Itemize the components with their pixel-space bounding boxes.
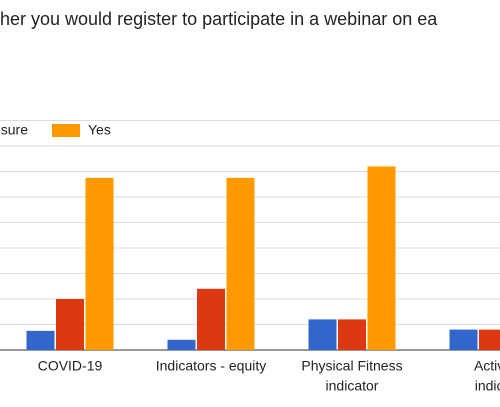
bar: [479, 329, 500, 350]
x-tick-label: Physical Fitness: [301, 358, 402, 374]
bar: [167, 339, 196, 350]
x-tick-label: Active: [474, 358, 500, 374]
x-tick-label: indica: [475, 378, 500, 394]
bar: [56, 299, 84, 350]
legend-swatch: [52, 124, 80, 137]
bar: [197, 288, 225, 350]
x-tick-label: Indicators - equity: [156, 358, 267, 374]
bar: [308, 319, 337, 350]
bar: [449, 329, 478, 350]
bar: [338, 319, 366, 350]
bar: [367, 166, 396, 350]
bar: [226, 177, 255, 350]
x-tick-label: indicator: [326, 378, 379, 394]
bar: [85, 177, 114, 350]
chart-title: her you would register to participate in…: [0, 9, 438, 29]
bar: [26, 330, 55, 350]
legend-label: Yes: [88, 122, 111, 138]
x-tick-label: COVID-19: [38, 358, 103, 374]
legend-label: sure: [1, 122, 28, 138]
